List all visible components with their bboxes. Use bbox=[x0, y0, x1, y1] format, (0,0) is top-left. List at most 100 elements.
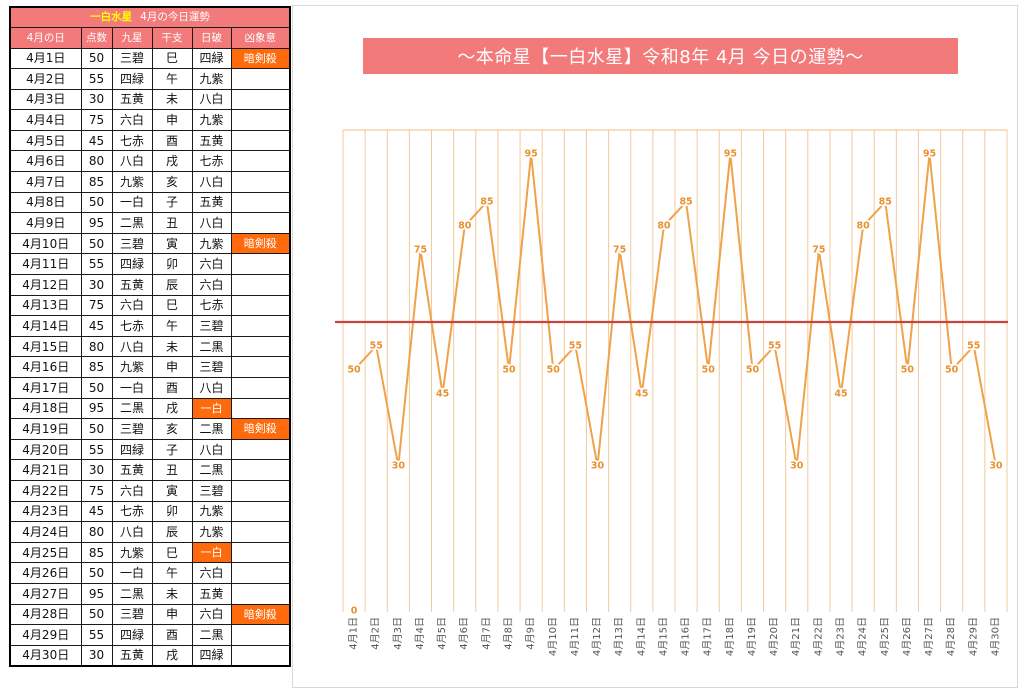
kyoi-cell bbox=[230, 644, 291, 667]
score-cell: 30 bbox=[80, 274, 113, 296]
eto-cell: 巳 bbox=[151, 541, 193, 564]
kyusei-cell: 六白 bbox=[111, 479, 153, 502]
date-cell: 4月12日 bbox=[9, 274, 82, 296]
eto-cell: 寅 bbox=[151, 232, 193, 255]
date-cell: 4月23日 bbox=[9, 500, 82, 523]
nippa-cell: 三碧 bbox=[191, 356, 232, 378]
table-row: 4月23日 45 七赤卯九紫 bbox=[9, 500, 291, 523]
table-row: 4月13日 75 六白巳七赤 bbox=[9, 294, 291, 317]
score-cell: 50 bbox=[80, 562, 113, 584]
x-tick-label: 4月17日 bbox=[702, 617, 714, 656]
kyusei-cell: 八白 bbox=[111, 335, 153, 358]
nippa-cell: 三碧 bbox=[191, 479, 232, 502]
data-label: 45 bbox=[436, 389, 449, 400]
nippa-cell: 八白 bbox=[191, 212, 232, 234]
eto-cell: 未 bbox=[151, 88, 193, 111]
score-cell: 50 bbox=[80, 191, 113, 214]
date-cell: 4月6日 bbox=[9, 150, 82, 173]
column-header-eto: 干支 bbox=[151, 27, 193, 49]
date-cell: 4月3日 bbox=[9, 88, 82, 111]
nippa-cell: 四緑 bbox=[191, 644, 232, 667]
x-tick-label: 4月21日 bbox=[790, 617, 802, 656]
eto-cell: 未 bbox=[151, 582, 193, 605]
score-cell: 30 bbox=[80, 644, 113, 667]
kyusei-cell: 九紫 bbox=[111, 541, 153, 564]
line-chart: 50 55 30 75 45 80 85 50 95 50 55 30 75 45 80 85 50 95 50 55… bbox=[335, 129, 1008, 656]
x-tick-label: 4月15日 bbox=[657, 617, 669, 656]
data-label: 55 bbox=[370, 341, 383, 352]
score-cell: 55 bbox=[80, 253, 113, 276]
data-label: 50 bbox=[746, 365, 760, 376]
eto-cell: 酉 bbox=[151, 624, 193, 646]
kyusei-cell: 九紫 bbox=[111, 356, 153, 378]
eto-cell: 午 bbox=[151, 68, 193, 90]
x-tick-label: 4月9日 bbox=[525, 617, 537, 650]
table-row: 4月12日 30 五黄辰六白 bbox=[9, 274, 291, 296]
score-cell: 75 bbox=[80, 109, 113, 131]
eto-cell: 亥 bbox=[151, 418, 193, 440]
nippa-cell: 四緑 bbox=[191, 47, 232, 70]
table-title-text: 4月の今日運勢 bbox=[140, 11, 210, 24]
score-cell: 95 bbox=[80, 212, 113, 234]
data-label: 50 bbox=[901, 365, 915, 376]
kyoi-cell bbox=[230, 129, 291, 152]
x-tick-label: 4月13日 bbox=[613, 617, 625, 656]
table-row: 4月4日 75 六白申九紫 bbox=[9, 109, 291, 131]
score-cell: 50 bbox=[80, 418, 113, 440]
kyoi-cell: 暗剣殺 bbox=[230, 232, 291, 255]
kyoi-cell bbox=[230, 541, 291, 564]
date-cell: 4月17日 bbox=[9, 377, 82, 399]
y-min-label: 0 bbox=[351, 606, 358, 617]
date-cell: 4月21日 bbox=[9, 459, 82, 481]
nippa-cell: 一白 bbox=[191, 397, 232, 420]
date-cell: 4月27日 bbox=[9, 582, 82, 605]
score-cell: 75 bbox=[80, 294, 113, 317]
x-tick-label: 4月22日 bbox=[812, 617, 824, 656]
table-row: 4月6日 80 八白戌七赤 bbox=[9, 150, 291, 173]
nippa-cell: 八白 bbox=[191, 88, 232, 111]
x-tick-label: 4月30日 bbox=[989, 617, 1001, 656]
table-row: 4月25日 85 九紫巳一白 bbox=[9, 541, 291, 564]
kyoi-cell bbox=[230, 562, 291, 584]
data-label: 45 bbox=[834, 389, 847, 400]
score-cell: 80 bbox=[80, 521, 113, 543]
table-row: 4月30日 30 五黄戌四緑 bbox=[9, 644, 291, 667]
table-row: 4月1日 50 三碧巳四緑 暗剣殺 bbox=[9, 47, 291, 70]
eto-cell: 戌 bbox=[151, 644, 193, 667]
date-cell: 4月9日 bbox=[9, 212, 82, 234]
kyusei-cell: 七赤 bbox=[111, 500, 153, 523]
eto-cell: 卯 bbox=[151, 500, 193, 523]
table-row: 4月10日 50 三碧寅九紫 暗剣殺 bbox=[9, 232, 291, 255]
kyoi-cell bbox=[230, 335, 291, 358]
chart-title: ～本命星【一白水星】令和8年 4月 今日の運勢～ bbox=[363, 38, 958, 74]
nippa-cell: 九紫 bbox=[191, 232, 232, 255]
column-header-kyusei: 九星 bbox=[111, 27, 153, 49]
data-label: 50 bbox=[502, 365, 516, 376]
data-label: 50 bbox=[547, 365, 561, 376]
kyoi-cell bbox=[230, 582, 291, 605]
nippa-cell: 七赤 bbox=[191, 150, 232, 173]
date-cell: 4月25日 bbox=[9, 541, 82, 564]
table-row: 4月26日 50 一白午六白 bbox=[9, 562, 291, 584]
nippa-cell: 三碧 bbox=[191, 315, 232, 337]
kyoi-cell bbox=[230, 68, 291, 90]
score-cell: 55 bbox=[80, 68, 113, 90]
kyoi-cell bbox=[230, 459, 291, 481]
table-row: 4月24日 80 八白辰九紫 bbox=[9, 521, 291, 543]
kyoi-cell bbox=[230, 171, 291, 193]
x-tick-label: 4月5日 bbox=[436, 617, 448, 650]
x-tick-label: 4月7日 bbox=[480, 617, 492, 650]
kyoi-cell bbox=[230, 377, 291, 399]
data-label: 55 bbox=[768, 341, 781, 352]
data-label: 95 bbox=[525, 149, 538, 160]
column-header-date: 4月の日 bbox=[9, 27, 82, 49]
kyusei-cell: 三碧 bbox=[111, 232, 153, 255]
kyusei-cell: 一白 bbox=[111, 562, 153, 584]
eto-cell: 酉 bbox=[151, 129, 193, 152]
eto-cell: 未 bbox=[151, 335, 193, 358]
kyoi-cell bbox=[230, 315, 291, 337]
x-tick-label: 4月10日 bbox=[547, 617, 559, 656]
column-header-score: 点数 bbox=[80, 27, 113, 49]
eto-cell: 寅 bbox=[151, 479, 193, 502]
table-row: 4月20日 55 四緑子八白 bbox=[9, 438, 291, 461]
